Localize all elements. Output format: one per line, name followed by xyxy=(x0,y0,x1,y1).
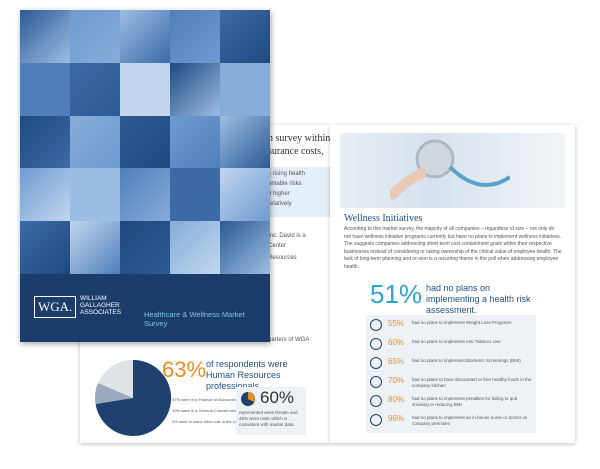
text-fragment: h survey within xyxy=(268,133,331,144)
right-page: Wellness Initiatives According to this m… xyxy=(330,125,575,443)
pie-slice xyxy=(95,359,172,436)
stat-text: of respondents were Human Resources prof… xyxy=(206,359,288,391)
item-value: 96% xyxy=(388,414,405,423)
photo-tile xyxy=(70,10,120,63)
item-icon xyxy=(370,376,382,388)
photo-tile xyxy=(170,62,220,116)
photo-tile xyxy=(70,221,120,274)
photo-tile xyxy=(120,62,170,116)
item-icon xyxy=(370,414,382,426)
item-text: had no plans to implement Anti Tobacco U… xyxy=(412,339,501,344)
photo-tile xyxy=(120,115,170,169)
photo-tile xyxy=(20,10,70,63)
photo-tile xyxy=(170,115,220,169)
item-text: had no plans to implement an in-house nu… xyxy=(412,415,528,426)
item-text: had no plans to implement Biometric Scre… xyxy=(412,358,521,363)
photo-tile xyxy=(20,168,70,222)
text-fragment: relatively xyxy=(268,201,292,207)
photo-tile xyxy=(20,115,70,169)
item-icon xyxy=(370,319,382,331)
photo-tile xyxy=(220,221,270,274)
pie-legend: 10% were in a General Counsel role xyxy=(172,408,237,413)
gender-icon xyxy=(241,392,255,406)
text-fragment: surance costs, xyxy=(268,146,324,157)
item-text: had no plans to implement penalties for … xyxy=(412,396,518,407)
photo-tile xyxy=(120,10,170,63)
gender-text: represented were female and 48% were mal… xyxy=(239,410,298,427)
text-fragment: Inc. David is a xyxy=(268,233,306,239)
photo-tile xyxy=(170,168,220,222)
text-fragment: d higher xyxy=(268,191,290,197)
item-value: 70% xyxy=(388,376,405,385)
item-value: 60% xyxy=(388,338,405,347)
item-text: had no plans to have discounted or free … xyxy=(412,377,532,388)
item-icon xyxy=(370,395,382,407)
stat-value: 63% xyxy=(162,357,207,382)
cover: WGA. WILLIAM GALLAGHER ASSOCIATES Health… xyxy=(20,10,270,342)
highlight-value: 51% xyxy=(370,279,423,309)
highlight-text: had no plans on implementing a health ri… xyxy=(426,283,531,315)
photo-tile xyxy=(220,168,270,222)
company-name: WILLIAM GALLAGHER ASSOCIATES xyxy=(80,295,122,316)
item-icon xyxy=(370,357,382,369)
item-text: had no plans to implement Weight Loss Pr… xyxy=(412,320,512,325)
text-fragment: uarters of WGA xyxy=(268,337,310,343)
photo-tile xyxy=(170,10,220,63)
photo-tile xyxy=(170,221,220,274)
stethoscope-illustration xyxy=(390,139,510,201)
item-list: 55% had no plans to implement Weight Loss… xyxy=(366,315,536,433)
item-value: 55% xyxy=(388,319,405,328)
logo: WGA. xyxy=(34,296,77,318)
photo-tile xyxy=(120,168,170,222)
item-icon xyxy=(370,338,382,350)
photo-tile xyxy=(20,62,70,116)
paragraph: According to this market survey, the maj… xyxy=(344,226,562,270)
text-fragment: Resources xyxy=(268,255,297,261)
photo-tile xyxy=(70,115,120,169)
pie-slice xyxy=(95,383,133,404)
photo-tile xyxy=(220,10,270,63)
photo-tile xyxy=(20,221,70,274)
photo-tile xyxy=(70,62,120,116)
pie-legend: 4% were in some other role in the compan… xyxy=(172,419,249,424)
callout-box xyxy=(262,167,330,217)
item-value: 80% xyxy=(388,395,405,404)
item-value: 65% xyxy=(388,357,405,366)
photo-tile xyxy=(220,62,270,116)
cover-title: Healthcare & Wellness Market Survey xyxy=(144,310,245,328)
text-fragment: Center xyxy=(268,243,287,249)
photo-mosaic xyxy=(20,10,270,274)
section-heading: Wellness Initiatives xyxy=(344,213,423,224)
photo-tile xyxy=(120,221,170,274)
text-fragment: antable risks xyxy=(268,181,302,187)
pie-chart xyxy=(95,359,172,436)
photo-tile xyxy=(220,115,270,169)
text-fragment: s rising health xyxy=(268,171,306,177)
pie-legend: 87% were in a Finance or Accounting Role xyxy=(172,397,248,402)
gender-value: 60% xyxy=(260,388,295,407)
photo-tile xyxy=(70,168,120,222)
